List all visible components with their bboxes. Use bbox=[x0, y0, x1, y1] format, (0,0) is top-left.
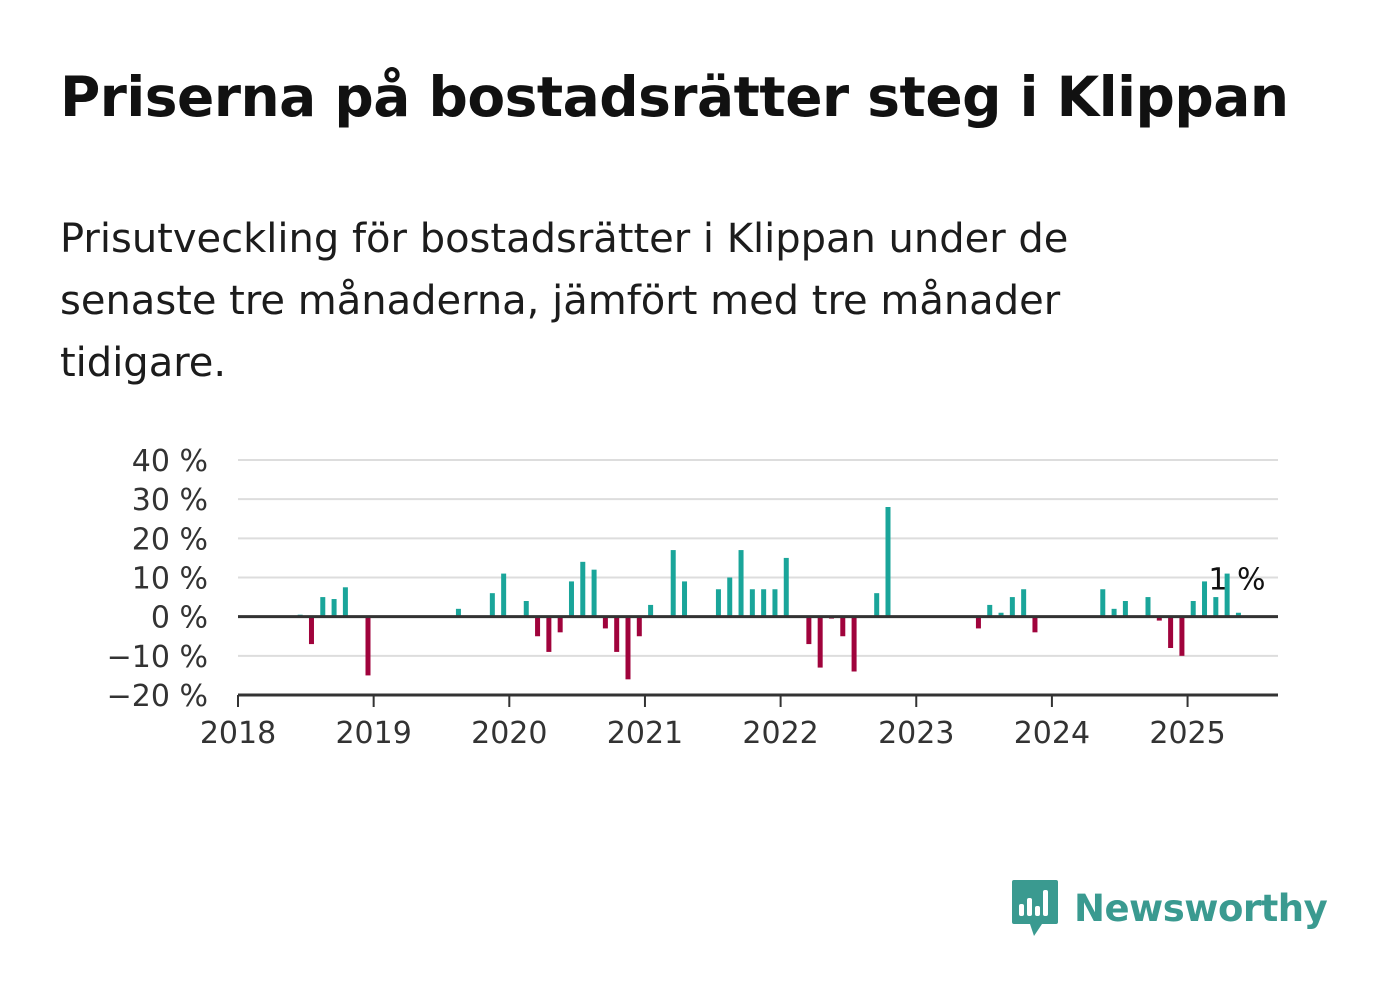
x-tick-label: 2020 bbox=[471, 716, 547, 751]
bar-positive bbox=[1213, 597, 1219, 617]
bar-positive bbox=[761, 589, 767, 617]
bar-negative bbox=[557, 616, 563, 633]
bars bbox=[297, 507, 1241, 680]
bar-positive bbox=[1190, 601, 1196, 617]
bar-positive bbox=[1235, 612, 1241, 617]
bar-negative bbox=[535, 616, 541, 637]
bar-positive bbox=[568, 581, 574, 617]
end-value-label: 1 % bbox=[1208, 563, 1265, 598]
bar-positive bbox=[670, 550, 676, 617]
bar-positive bbox=[523, 601, 529, 617]
bar-positive bbox=[1202, 581, 1208, 617]
bar-positive bbox=[682, 581, 688, 617]
bar-negative bbox=[546, 616, 552, 652]
bar-negative bbox=[365, 616, 371, 676]
bar-positive bbox=[1021, 589, 1027, 617]
bar-positive bbox=[1145, 597, 1151, 617]
bar-positive bbox=[580, 561, 586, 617]
bar-negative bbox=[840, 616, 846, 637]
bar-positive bbox=[885, 507, 891, 617]
y-tick-label: 30 % bbox=[132, 483, 208, 518]
y-tick-label: 40 % bbox=[132, 444, 208, 479]
x-tick-label: 2019 bbox=[335, 716, 411, 751]
y-tick-label: −20 % bbox=[107, 679, 208, 714]
chart-title: Priserna på bostadsrätter steg i Klippan bbox=[60, 65, 1289, 129]
axes bbox=[237, 615, 1278, 707]
bar-negative bbox=[975, 616, 981, 629]
bar-negative bbox=[614, 616, 620, 652]
bar-positive bbox=[727, 577, 733, 617]
tick-labels: 40 % 30 % 20 % 10 % 0 % −10 % −20 %2018 2019 202… bbox=[107, 444, 1266, 751]
bar-negative bbox=[851, 616, 857, 672]
grid-lines bbox=[238, 459, 1278, 657]
bar-negative bbox=[806, 616, 812, 645]
bar-positive bbox=[1100, 589, 1106, 617]
y-tick-label: 10 % bbox=[132, 562, 208, 597]
x-tick-label: 2023 bbox=[878, 716, 954, 751]
x-tick-label: 2025 bbox=[1149, 716, 1225, 751]
bar-negative bbox=[625, 616, 631, 680]
bar-positive bbox=[1111, 608, 1117, 617]
y-tick-label: 0 % bbox=[151, 601, 208, 636]
bar-positive bbox=[455, 608, 461, 617]
bar-positive bbox=[648, 604, 654, 617]
bar-negative bbox=[1156, 616, 1162, 621]
bar-positive bbox=[320, 597, 326, 617]
bar-negative bbox=[1179, 616, 1185, 656]
bar-positive bbox=[342, 587, 348, 617]
chart-subtitle: Prisutveckling för bostadsrätter i Klipp… bbox=[60, 216, 1069, 386]
price-change-bar-chart: 40 % 30 % 20 % 10 % 0 % −10 % −20 %2018 2019 202… bbox=[107, 444, 1278, 751]
bar-positive bbox=[1122, 601, 1128, 617]
bar-negative bbox=[1168, 616, 1174, 648]
bar-negative bbox=[602, 616, 608, 629]
bar-negative bbox=[308, 616, 314, 645]
bar-positive bbox=[772, 589, 778, 617]
x-tick-label: 2018 bbox=[200, 716, 276, 751]
bar-negative bbox=[636, 616, 642, 637]
bar-positive bbox=[489, 593, 495, 617]
bar-positive bbox=[1224, 573, 1230, 617]
bar-positive bbox=[715, 589, 721, 617]
bar-negative bbox=[817, 616, 823, 668]
x-tick-label: 2021 bbox=[607, 716, 683, 751]
x-tick-label: 2024 bbox=[1014, 716, 1090, 751]
bar-positive bbox=[738, 550, 744, 617]
bar-positive bbox=[987, 604, 993, 617]
bar-positive bbox=[591, 569, 597, 617]
bar-negative bbox=[1032, 616, 1038, 633]
bar-positive bbox=[331, 599, 337, 617]
bar-positive bbox=[1009, 597, 1015, 617]
bar-positive bbox=[874, 593, 880, 617]
y-tick-label: −10 % bbox=[107, 640, 208, 675]
bar-positive bbox=[783, 557, 789, 617]
newsworthy-logo-icon bbox=[1012, 880, 1058, 936]
x-tick-label: 2022 bbox=[742, 716, 818, 751]
bar-positive bbox=[998, 612, 1004, 617]
y-tick-label: 20 % bbox=[132, 522, 208, 557]
brand: Newsworthy bbox=[1010, 878, 1328, 938]
bar-positive bbox=[749, 589, 755, 617]
brand-name: Newsworthy bbox=[1074, 886, 1328, 930]
bar-positive bbox=[501, 573, 507, 617]
